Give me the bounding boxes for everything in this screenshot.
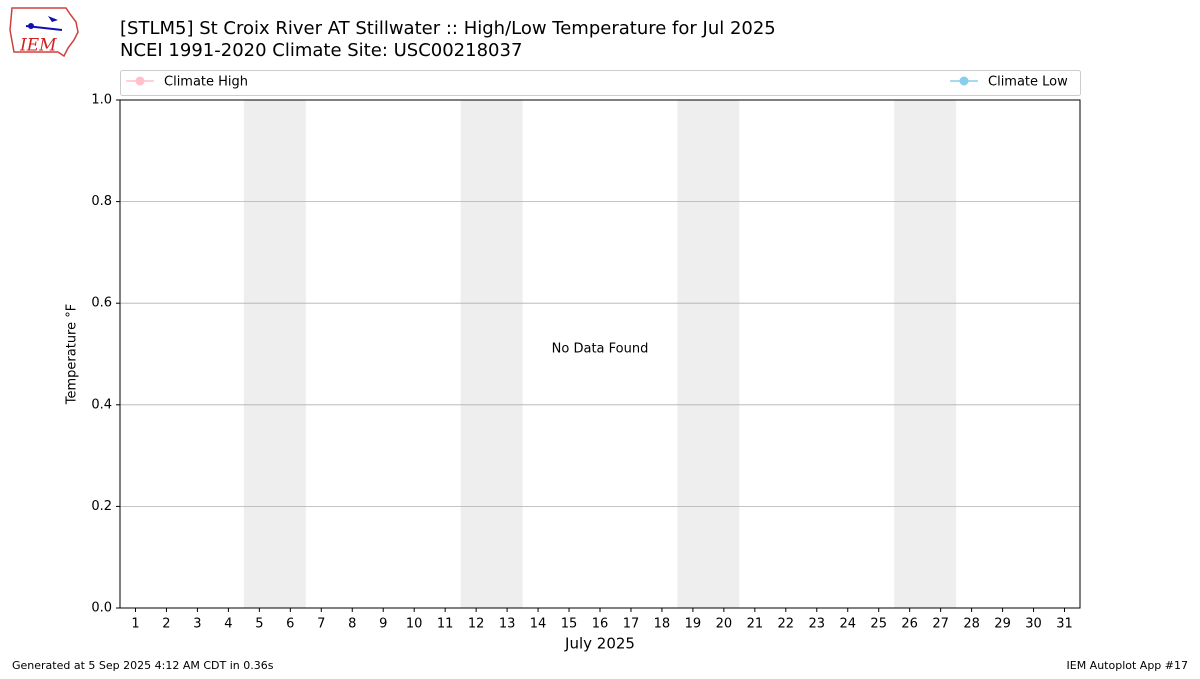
chart-subtitle: NCEI 1991-2020 Climate Site: USC00218037 — [120, 40, 522, 61]
y-tick-label: 0.2 — [91, 499, 112, 514]
legend — [120, 70, 1081, 96]
x-tick-label: 31 — [1056, 617, 1073, 632]
y-tick-label: 0.4 — [91, 397, 112, 412]
y-tick-label: 0.6 — [91, 296, 112, 311]
x-tick-label: 17 — [623, 617, 640, 632]
x-tick-label: 30 — [1025, 617, 1042, 632]
x-tick-label: 18 — [654, 617, 671, 632]
logo: IEM — [9, 7, 79, 58]
x-tick-label: 12 — [468, 617, 485, 632]
x-tick-label: 20 — [716, 617, 733, 632]
x-tick-label: 2 — [162, 617, 170, 632]
x-tick-label: 19 — [685, 617, 702, 632]
weekend-shade — [460, 100, 523, 608]
legend-marker — [135, 76, 145, 86]
chart-title: [STLM5] St Croix River AT Stillwater :: … — [120, 18, 776, 39]
x-tick-label: 4 — [224, 617, 232, 632]
x-tick-label: 14 — [530, 617, 547, 632]
y-tick-label: 1.0 — [91, 93, 112, 108]
x-tick-label: 23 — [809, 617, 826, 632]
annotation: No Data Found — [552, 342, 649, 357]
x-tick-label: 13 — [499, 617, 516, 632]
x-tick-label: 28 — [963, 617, 980, 632]
x-tick-label: 8 — [348, 617, 356, 632]
x-tick-label: 9 — [379, 617, 387, 632]
x-axis-label: July 2025 — [564, 635, 635, 653]
legend-marker — [959, 76, 969, 86]
weekend-shade — [677, 100, 740, 608]
x-tick-label: 29 — [994, 617, 1011, 632]
x-tick-label: 15 — [561, 617, 578, 632]
legend-label: Climate High — [164, 75, 248, 90]
x-tick-label: 6 — [286, 617, 294, 632]
weekend-shade — [243, 100, 306, 608]
x-tick-label: 25 — [870, 617, 887, 632]
legend-label: Climate Low — [988, 75, 1068, 90]
footer-left: Generated at 5 Sep 2025 4:12 AM CDT in 0… — [12, 659, 274, 672]
logo-text: IEM — [19, 36, 57, 56]
x-tick-label: 3 — [193, 617, 201, 632]
y-axis-label: Temperature °F — [65, 304, 80, 405]
x-tick-label: 26 — [901, 617, 918, 632]
x-tick-label: 11 — [437, 617, 454, 632]
weekend-shade — [894, 100, 957, 608]
y-tick-label: 0.8 — [91, 194, 112, 209]
footer-right: IEM Autoplot App #17 — [1067, 659, 1189, 672]
plot-frame — [119, 99, 1081, 609]
x-tick-label: 27 — [932, 617, 949, 632]
x-tick-label: 5 — [255, 617, 263, 632]
x-tick-label: 10 — [406, 617, 423, 632]
x-tick-label: 1 — [131, 617, 139, 632]
x-tick-label: 24 — [839, 617, 856, 632]
y-tick-label: 0.0 — [91, 601, 112, 616]
x-tick-label: 21 — [747, 617, 764, 632]
x-tick-label: 7 — [317, 617, 325, 632]
x-tick-label: 16 — [592, 617, 609, 632]
x-tick-label: 22 — [778, 617, 795, 632]
